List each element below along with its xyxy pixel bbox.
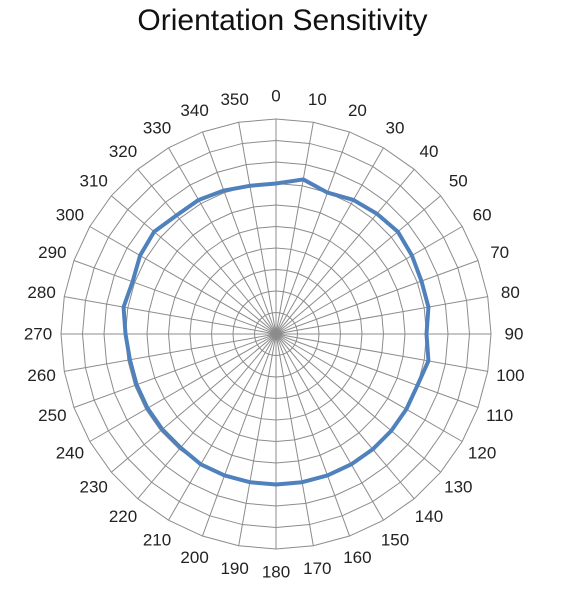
angle-tick-label: 300 <box>56 206 84 225</box>
grid-spoke <box>275 333 350 537</box>
angle-tick-label: 230 <box>79 477 107 496</box>
angle-tick-label: 330 <box>143 118 171 137</box>
grid-spoke <box>275 131 350 335</box>
grid-spoke <box>275 333 384 521</box>
grid-spoke <box>168 333 277 521</box>
grid-spoke <box>89 333 277 442</box>
grid-spoke <box>137 168 277 335</box>
grid-spoke <box>275 226 463 335</box>
angle-tick-label: 240 <box>56 444 84 463</box>
angle-tick-label: 110 <box>486 406 513 425</box>
grid-spoke <box>89 226 277 335</box>
grid-spoke <box>110 333 277 473</box>
grid-spoke <box>275 333 488 372</box>
grid-spoke <box>64 333 277 372</box>
angle-tick-label: 200 <box>180 548 208 567</box>
angle-tick-label: 190 <box>220 559 248 578</box>
angle-tick-label: 50 <box>449 172 468 191</box>
grid-spoke <box>275 333 442 473</box>
series-line <box>121 177 431 487</box>
angle-tick-label: 20 <box>348 101 367 120</box>
angle-tick-label: 0 <box>271 87 280 106</box>
chart-title: Orientation Sensitivity <box>137 4 428 37</box>
grid-spoke <box>275 147 384 335</box>
angle-tick-label: 90 <box>505 325 524 344</box>
angle-tick-label: 70 <box>490 243 509 262</box>
angle-tick-label: 260 <box>27 366 55 385</box>
grid-spoke <box>275 260 479 335</box>
grid-spoke <box>73 333 277 408</box>
angle-tick-label: 150 <box>381 531 409 550</box>
grid-spokes <box>61 119 491 549</box>
angle-tick-label: 290 <box>38 243 66 262</box>
angle-tick-label: 270 <box>24 325 52 344</box>
grid-spoke <box>64 296 277 335</box>
angle-tick-label: 280 <box>27 283 55 302</box>
angle-tick-label: 120 <box>468 444 496 463</box>
grid-spoke <box>73 260 277 335</box>
angle-tick-label: 350 <box>220 90 248 109</box>
grid-spoke <box>168 147 277 335</box>
angle-tick-label: 210 <box>143 531 171 550</box>
angle-tick-label: 100 <box>496 366 524 385</box>
grid-spoke <box>275 333 415 500</box>
grid-spoke <box>275 122 314 335</box>
angle-tick-label: 320 <box>109 142 137 161</box>
angle-tick-label: 10 <box>308 90 327 109</box>
angle-tick-label: 160 <box>343 548 371 567</box>
angle-tick-label: 340 <box>180 101 208 120</box>
grid-spoke <box>275 333 314 546</box>
angle-tick-label: 180 <box>262 563 290 582</box>
series-layer <box>121 177 431 487</box>
angle-tick-label: 250 <box>38 406 66 425</box>
angle-tick-label: 220 <box>109 507 137 526</box>
angle-tick-label: 310 <box>79 172 107 191</box>
angle-tick-label: 30 <box>386 118 405 137</box>
grid-spoke <box>202 333 277 537</box>
angle-tick-label: 140 <box>415 507 443 526</box>
grid-spoke <box>137 333 277 500</box>
grid-spoke <box>202 131 277 335</box>
angle-tick-label: 170 <box>303 559 331 578</box>
grid-spoke <box>238 122 277 335</box>
grid-spoke <box>275 333 463 442</box>
grid-spoke <box>238 333 277 546</box>
grid-spoke <box>275 195 442 335</box>
grid-spoke <box>275 168 415 335</box>
grid-spoke <box>110 195 277 335</box>
grid-spoke <box>275 296 488 335</box>
angle-tick-label: 130 <box>444 477 472 496</box>
angle-tick-label: 60 <box>473 206 492 225</box>
angle-tick-label: 80 <box>501 283 520 302</box>
angle-tick-label: 40 <box>420 142 439 161</box>
grid-spoke <box>275 333 479 408</box>
